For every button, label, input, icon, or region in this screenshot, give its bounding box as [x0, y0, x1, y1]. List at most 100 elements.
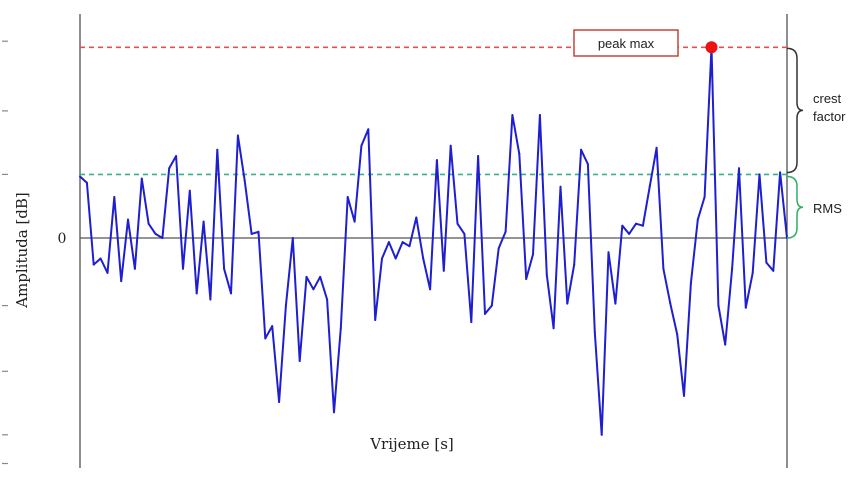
signal-point-37 — [333, 411, 335, 414]
crest-factor-label-line1: crest — [813, 91, 842, 106]
signal-point-50 — [422, 257, 425, 260]
signal-point-43 — [374, 319, 377, 321]
signal-point-70 — [559, 185, 562, 188]
signal-point-8 — [133, 267, 136, 270]
signal-point-100 — [765, 261, 768, 264]
signal-point-72 — [573, 263, 576, 266]
signal-point-59 — [484, 312, 486, 315]
signal-point-35 — [319, 275, 322, 278]
signal-point-64 — [518, 152, 521, 155]
signal-point-5 — [113, 196, 116, 198]
peak-max-label: peak max — [598, 36, 655, 51]
signal-point-18 — [202, 220, 205, 223]
signal-point-9 — [140, 177, 143, 180]
signal-point-73 — [580, 148, 583, 151]
signal-point-25 — [250, 232, 253, 235]
signal-point-60 — [490, 304, 493, 307]
signal-point-68 — [545, 273, 548, 276]
signal-point-83 — [648, 185, 651, 188]
signal-point-10 — [147, 222, 150, 225]
y-tick-label-0: 0 — [58, 231, 67, 247]
signal-point-26 — [257, 230, 260, 233]
signal-point-96 — [738, 167, 740, 170]
signal-point-22 — [230, 292, 232, 295]
signal-point-63 — [511, 114, 514, 116]
crest-factor-brace — [786, 47, 804, 174]
signal-point-62 — [504, 230, 507, 233]
crest-factor-label-line2: factor — [813, 109, 846, 124]
peak-max-label-box — [573, 29, 679, 57]
signal-point-41 — [360, 144, 363, 147]
signal-point-32 — [298, 360, 301, 362]
signal-points — [79, 46, 788, 436]
signal-point-0 — [79, 175, 81, 178]
signal-point-3 — [99, 257, 102, 260]
signal-point-69 — [552, 327, 555, 330]
signal-point-101 — [772, 269, 775, 272]
signal-point-47 — [401, 241, 404, 244]
signal-point-27 — [264, 337, 267, 340]
signal-point-65 — [525, 278, 528, 280]
signal-point-17 — [195, 292, 198, 295]
signal-point-58 — [477, 155, 480, 157]
signal-point-55 — [456, 222, 459, 225]
signal-point-31 — [291, 237, 294, 239]
x-axis-label: Vrijeme [s] — [369, 435, 454, 453]
peak-max-marker — [705, 41, 718, 54]
signal-point-1 — [85, 181, 88, 184]
signal-point-87 — [676, 333, 679, 336]
signal-point-56 — [463, 232, 466, 235]
signal-point-38 — [339, 327, 342, 330]
signal-point-67 — [538, 114, 541, 116]
signal-point-24 — [243, 179, 246, 182]
signal-point-14 — [175, 155, 178, 157]
signal-point-20 — [216, 148, 219, 151]
signal-point-45 — [387, 241, 390, 244]
signal-point-7 — [127, 218, 129, 221]
signal-point-61 — [497, 247, 500, 250]
signal-point-95 — [731, 267, 734, 270]
signal-point-2 — [92, 263, 95, 266]
signal-point-30 — [284, 304, 287, 307]
signal-point-48 — [408, 245, 411, 248]
signal-point-98 — [751, 271, 754, 274]
signal-point-86 — [669, 302, 672, 305]
signal-point-44 — [381, 257, 383, 260]
signal-point-53 — [442, 269, 445, 272]
signal-point-46 — [394, 257, 397, 260]
signal-point-54 — [449, 144, 452, 147]
signal-point-89 — [689, 282, 692, 285]
signal-point-40 — [353, 220, 356, 223]
signal-point-71 — [566, 302, 569, 305]
signal-point-13 — [168, 167, 171, 170]
signal-point-29 — [278, 401, 281, 403]
signal-point-79 — [621, 224, 624, 227]
signal-point-52 — [435, 159, 438, 162]
signal-point-85 — [662, 267, 665, 270]
rms-brace — [786, 175, 804, 239]
signal-point-102 — [779, 171, 782, 174]
signal-point-39 — [346, 196, 349, 198]
y-axis-label: Amplituda [dB] — [13, 192, 31, 309]
signal-series-line — [79, 46, 788, 436]
left-tick-marks — [2, 40, 8, 465]
signal-point-77 — [607, 251, 610, 254]
signal-point-21 — [223, 267, 226, 270]
signal-point-34 — [312, 288, 315, 291]
signal-point-4 — [106, 271, 109, 274]
signal-point-91 — [703, 196, 706, 198]
signal-point-90 — [696, 218, 699, 221]
signal-point-74 — [586, 163, 589, 166]
signal-point-23 — [236, 134, 239, 137]
signal-point-76 — [600, 433, 603, 436]
signal-point-84 — [655, 146, 658, 149]
signal-point-19 — [209, 298, 212, 301]
signal-point-28 — [271, 325, 274, 328]
signal-point-88 — [683, 394, 685, 397]
signal-point-66 — [532, 253, 534, 256]
signal-point-57 — [470, 321, 473, 324]
signal-point-82 — [641, 224, 644, 227]
signal-point-33 — [305, 275, 308, 278]
signal-point-78 — [614, 302, 617, 305]
signal-point-81 — [635, 222, 637, 225]
